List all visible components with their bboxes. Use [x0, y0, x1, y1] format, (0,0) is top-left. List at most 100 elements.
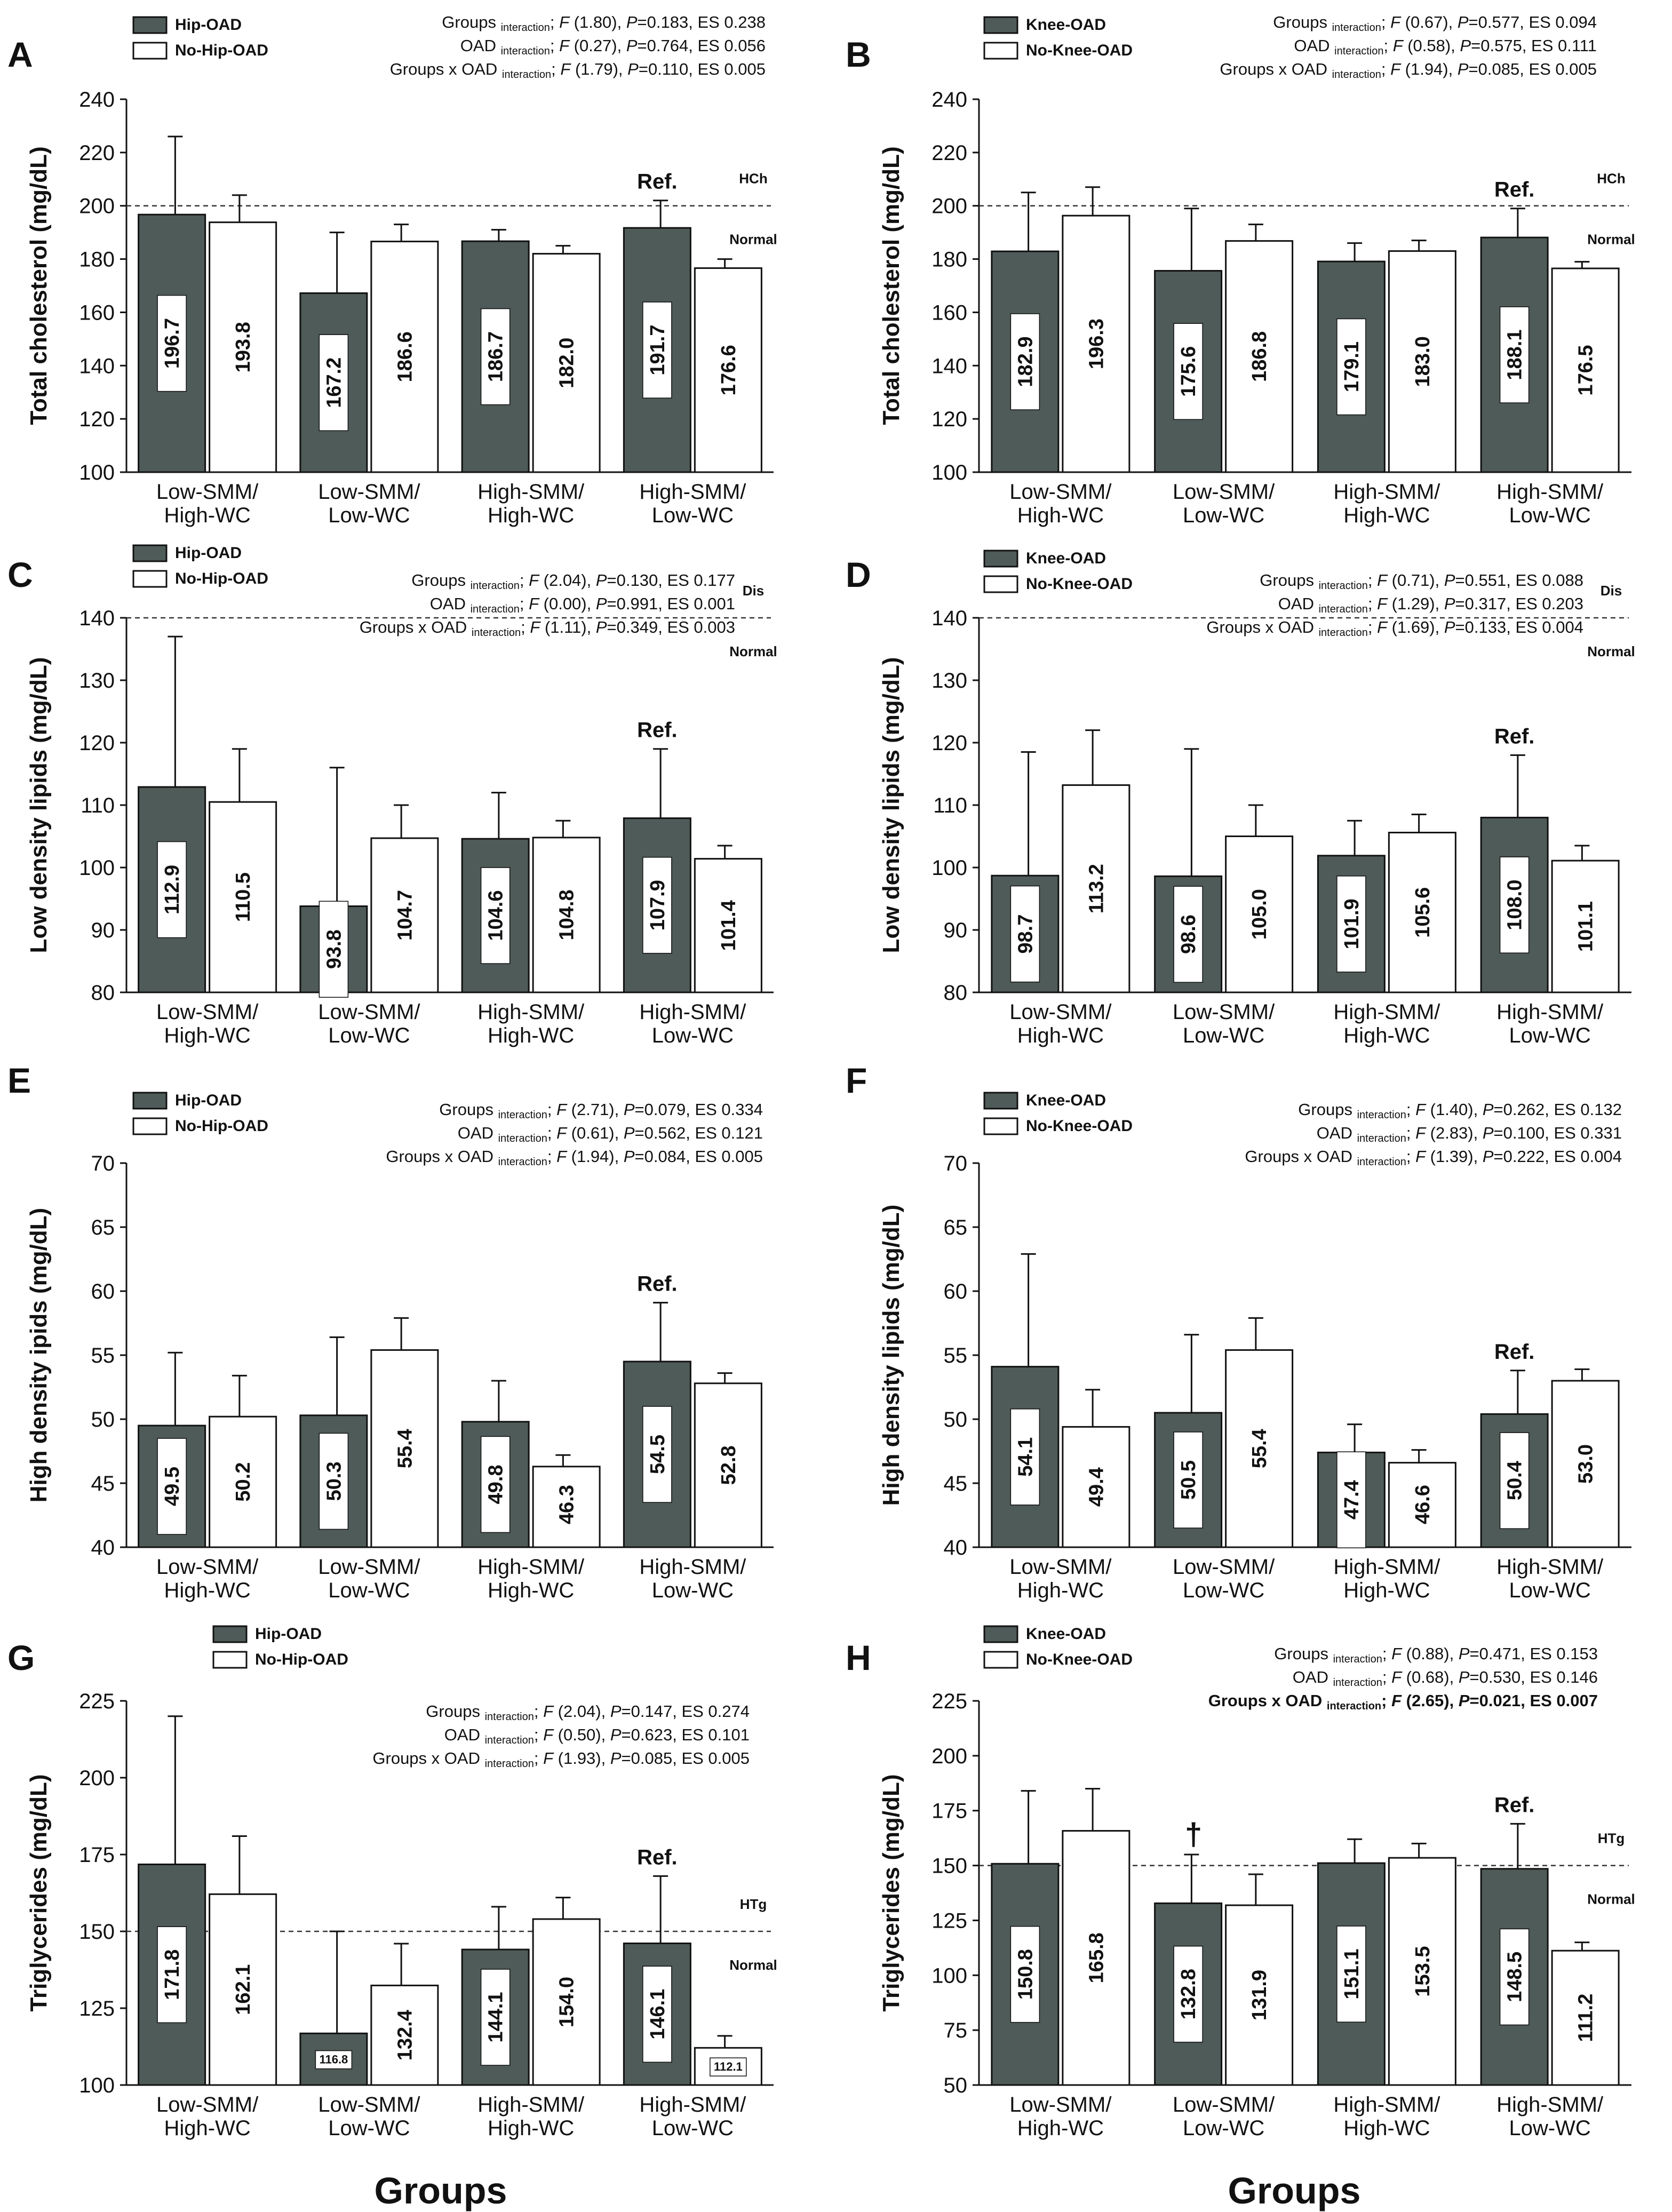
- x-category-label: Low-WC: [328, 504, 410, 527]
- x-category-label: Low-SMM/: [1173, 1555, 1275, 1579]
- error-bar: [1184, 1334, 1199, 1413]
- y-tick-label: 75: [944, 2019, 968, 2042]
- error-bar: [1085, 186, 1101, 216]
- bar-no-oad: [209, 1893, 277, 2086]
- x-category-label: High-WC: [164, 1024, 251, 1047]
- y-axis-label: Low density lipids (mg/dL): [878, 657, 904, 953]
- legend-label: No-Knee-OAD: [1026, 1117, 1133, 1135]
- bar-no-oad: [694, 858, 762, 993]
- value-label-box: [1010, 1925, 1040, 2023]
- x-category-label: Low-WC: [1509, 2116, 1590, 2140]
- legend-swatch: [983, 550, 1018, 568]
- y-axis-label: Triglycerides (mg/dL): [26, 1775, 52, 2012]
- y-tick-label: 50: [944, 2074, 968, 2097]
- y-tick-label: 120: [931, 731, 967, 755]
- x-category-label: High-SMM/: [1333, 1000, 1440, 1024]
- y-tick-label: 80: [91, 981, 115, 1005]
- stat-line: OAD interaction; F (0.27), P=0.764, ES 0…: [460, 36, 766, 57]
- y-tick-label: 125: [79, 1997, 115, 2020]
- value-label: 104.7: [394, 890, 416, 941]
- stat-line: OAD interaction; F (0.61), P=0.562, ES 0…: [458, 1124, 763, 1144]
- x-category-label: High-SMM/: [477, 480, 585, 504]
- y-tick-label: 140: [79, 354, 115, 378]
- panel-a: A Total cholesterol (mg/dL) 100 120 140 160 18…: [7, 13, 777, 527]
- error-bar: [1021, 751, 1036, 876]
- panel-c: C Low density lipids (mg/dL) 80 90 100 110 120…: [7, 544, 777, 1047]
- bar-no-oad: [1551, 267, 1620, 473]
- bar-no-oad: [1062, 1426, 1130, 1548]
- x-category-label: Low-SMM/: [1009, 1555, 1112, 1579]
- x-category-label: Low-SMM/: [1173, 480, 1275, 504]
- x-category-label: High-WC: [1343, 504, 1430, 527]
- y-axis-label: High density lipids (mg/dL): [878, 1205, 904, 1506]
- y-tick-label: 125: [931, 1909, 967, 1932]
- error-bar: [491, 229, 506, 242]
- bar-no-oad: [1225, 240, 1294, 473]
- bar-no-oad: [1225, 1904, 1294, 2086]
- error-bar: [168, 136, 183, 215]
- x-category-label: High-SMM/: [1496, 480, 1604, 504]
- legend-label: Hip-OAD: [175, 544, 242, 562]
- panel-h: H Triglycerides (mg/dL) 50 75 100 125 150 175 20…: [846, 1625, 1635, 2140]
- value-label-box: [1499, 1928, 1530, 2026]
- bar-oad: [461, 838, 530, 993]
- x-axis-title-right: Groups: [1228, 2170, 1361, 2211]
- error-bar: [1248, 224, 1263, 241]
- value-label: 186.8: [1248, 331, 1271, 382]
- legend-label: Knee-OAD: [1026, 1625, 1106, 1643]
- bar-no-oad: [1388, 250, 1456, 473]
- error-bar: [555, 1897, 571, 1919]
- value-label: 182.0: [556, 338, 578, 388]
- bar-no-oad: [209, 801, 277, 993]
- y-tick-label: 180: [931, 248, 967, 272]
- ref-label: Ref.: [637, 170, 678, 194]
- y-tick-label: 55: [91, 1344, 115, 1367]
- zone-label-below: Normal: [1587, 232, 1635, 248]
- y-tick-label: 100: [931, 856, 967, 880]
- legend-swatch: [212, 1625, 248, 1643]
- x-category-label: High-SMM/: [477, 2093, 585, 2116]
- x-category-label: Low-SMM/: [1009, 2093, 1112, 2116]
- value-label-box: [1010, 1409, 1040, 1506]
- value-label-box: [319, 901, 349, 998]
- value-label: 108.0: [1504, 880, 1526, 930]
- bar-no-oad: [370, 1349, 439, 1548]
- y-tick-label: 120: [79, 408, 115, 431]
- value-label-box: [710, 2057, 747, 2076]
- legend-label: No-Hip-OAD: [255, 1651, 348, 1668]
- zone-label-above: HCh: [739, 171, 767, 187]
- y-tick-label: 150: [79, 1920, 115, 1944]
- stat-line: OAD interaction; F (0.68), P=0.530, ES 0…: [1293, 1668, 1598, 1689]
- value-label: 55.4: [1248, 1429, 1271, 1468]
- legend-swatch: [132, 16, 168, 34]
- legend-label: Knee-OAD: [1026, 550, 1106, 567]
- x-category-label: Low-SMM/: [1009, 480, 1112, 504]
- x-category-label: High-WC: [488, 2116, 574, 2140]
- y-tick-label: 140: [931, 607, 967, 630]
- legend-swatch: [983, 1651, 1018, 1669]
- y-tick-label: 70: [944, 1152, 968, 1175]
- zone-label-below: Normal: [729, 643, 777, 659]
- value-label: 107.9: [647, 880, 669, 930]
- value-label: 196.3: [1085, 319, 1108, 369]
- x-category-label: Low-WC: [1183, 1579, 1264, 1602]
- value-label-box: [642, 1406, 672, 1503]
- zone-label-above: Dis: [743, 583, 764, 599]
- ref-label: Ref.: [1494, 178, 1535, 202]
- x-category-label: Low-SMM/: [318, 1000, 420, 1024]
- value-label: 186.6: [394, 331, 416, 382]
- legend-swatch: [983, 1625, 1018, 1643]
- ref-label: Ref.: [637, 1272, 678, 1296]
- stat-line: OAD interaction; F (2.83), P=0.100, ES 0…: [1317, 1124, 1622, 1144]
- y-tick-label: 90: [91, 919, 115, 942]
- x-category-label: High-WC: [164, 1579, 251, 1602]
- x-category-label: High-WC: [488, 504, 574, 527]
- bar-no-oad: [532, 1918, 601, 2086]
- error-bar: [1184, 748, 1199, 877]
- value-label-box: [157, 295, 187, 392]
- value-label-box: [157, 1926, 187, 2023]
- bar-no-oad: [370, 837, 439, 993]
- value-label-box: [1173, 1431, 1203, 1529]
- y-tick-label: 140: [79, 607, 115, 630]
- y-axis-label: Total cholesterol (mg/dL): [26, 146, 52, 425]
